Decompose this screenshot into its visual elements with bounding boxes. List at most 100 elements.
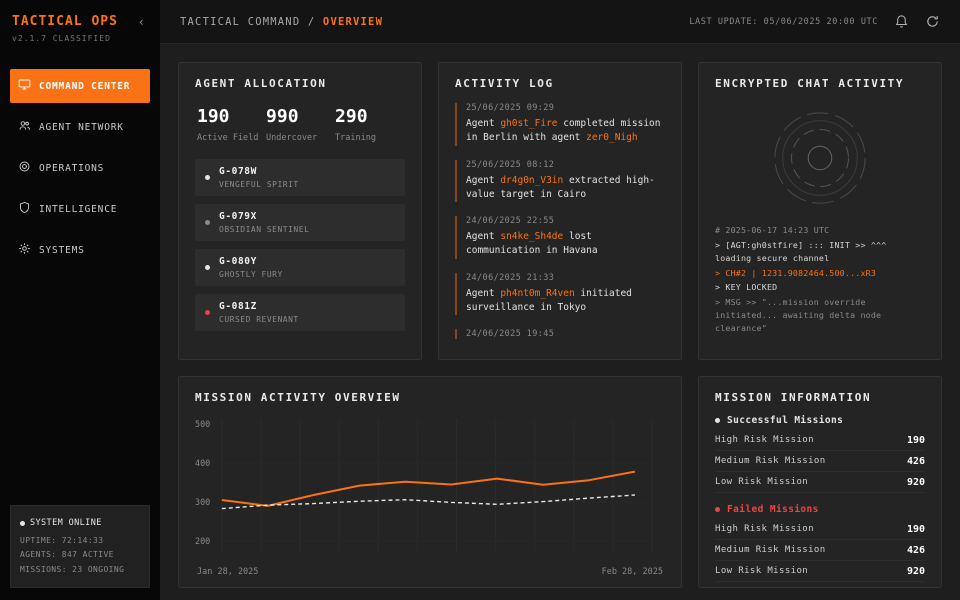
card-title: AGENT ALLOCATION <box>195 77 327 90</box>
dashboard-grid: AGENT ALLOCATION 190 Active Field 990 Un… <box>160 44 960 600</box>
line-chart: 500 400 300 200 Jan 28, 2025 Feb 28, 2025 <box>195 414 665 577</box>
log-timestamp: 24/06/2025 22:55 <box>466 216 555 226</box>
last-update-text: LAST UPDATE: 05/06/2025 20:00 UTC <box>689 16 878 27</box>
app-version: v2.1.7 CLASSIFIED <box>12 34 111 43</box>
x-axis-label-start: Jan 28, 2025 <box>197 567 259 577</box>
agent-handle: sn4ke_Sh4de <box>500 231 564 242</box>
activity-log-scroll-area[interactable]: 25/06/2025 09:29 Agent gh0st_Fire comple… <box>455 103 665 345</box>
log-entry: 24/06/2025 19:45 <box>455 329 665 339</box>
agent-list: G-078W VENGEFUL SPIRIT G-079X OBSIDIAN S… <box>195 158 405 331</box>
line-chart-canvas: 500 400 300 200 <box>195 419 653 551</box>
gear-icon <box>18 242 31 258</box>
success-dot <box>715 418 720 423</box>
mission-stat-row: Medium Risk Mission 426 <box>715 540 925 561</box>
status-online-dot <box>20 520 25 526</box>
agent-list-item[interactable]: G-079X OBSIDIAN SENTINEL <box>195 203 405 241</box>
log-entry: 24/06/2025 21:33 Agent ph4nt0m_R4ven ini… <box>455 272 665 315</box>
log-timestamp: 24/06/2025 19:45 <box>466 329 555 339</box>
sidebar-item-label: OPERATIONS <box>39 162 105 174</box>
sidebar-item-label: INTELLIGENCE <box>39 203 118 215</box>
users-icon <box>18 119 31 135</box>
terminal-feed: # 2025-06-17 14:23 UTC > [AGT:gh0stfire]… <box>715 224 925 335</box>
sidebar-item-command-center[interactable]: COMMAND CENTER <box>10 69 150 103</box>
agent-code: G-081Z <box>219 300 257 312</box>
svg-text:200: 200 <box>195 536 210 546</box>
status-uptime: UPTIME: 72:14:33 <box>20 535 104 545</box>
mission-stat-row: High Risk Mission 190 <box>715 430 925 451</box>
main-column: TACTICAL COMMAND / OVERVIEW LAST UPDATE:… <box>160 0 960 600</box>
agent-handle: gh0st_Fire <box>500 118 558 129</box>
sidebar-item-intelligence[interactable]: INTELLIGENCE <box>10 192 150 226</box>
app-title: TACTICAL OPS <box>12 14 118 29</box>
notifications-bell-icon[interactable] <box>894 14 909 29</box>
card-title: MISSION INFORMATION <box>715 391 872 404</box>
log-entry: 24/06/2025 22:55 Agent sn4ke_Sh4de lost … <box>455 216 665 259</box>
target-icon <box>18 160 31 176</box>
agent-list-item[interactable]: G-078W VENGEFUL SPIRIT <box>195 158 405 196</box>
breadcrumb: TACTICAL COMMAND / OVERVIEW <box>180 16 383 28</box>
terminal-line: > [AGT:gh0stfire] ::: INIT >> ^^^ loadin… <box>715 239 887 263</box>
stat-active-field-value: 190 <box>197 106 230 127</box>
sidebar-collapse-button[interactable]: ‹ <box>137 15 145 29</box>
agent-name: VENGEFUL SPIRIT <box>219 179 299 189</box>
log-timestamp: 24/06/2025 21:33 <box>466 272 555 283</box>
card-title: ACTIVITY LOG <box>455 77 554 90</box>
agent-status-dot <box>205 174 210 180</box>
agent-handle: zer0_Nigh <box>586 132 638 144</box>
breadcrumb-current: OVERVIEW <box>322 15 384 28</box>
card-title: MISSION ACTIVITY OVERVIEW <box>195 391 401 404</box>
terminal-line: > KEY LOCKED <box>715 282 778 293</box>
terminal-line: > CH#2 | 1231.9082464.500...xR3 <box>715 267 877 278</box>
breadcrumb-root[interactable]: TACTICAL COMMAND / <box>180 15 316 28</box>
refresh-icon[interactable] <box>925 14 940 29</box>
sidebar-item-agent-network[interactable]: AGENT NETWORK <box>10 110 150 144</box>
svg-text:400: 400 <box>195 458 210 468</box>
status-title: SYSTEM ONLINE <box>30 517 102 528</box>
mission-stat-row: Low Risk Mission 920 <box>715 472 925 493</box>
mission-activity-chart-card: MISSION ACTIVITY OVERVIEW 500 400 300 200 J… <box>178 376 682 588</box>
activity-log-card: ACTIVITY LOG 25/06/2025 09:29 Agent gh0s… <box>438 62 682 360</box>
agent-code: G-080Y <box>219 255 257 267</box>
agent-stats: 190 Active Field 990 Undercover 290 Trai… <box>197 106 403 145</box>
sidebar-item-label: COMMAND CENTER <box>39 80 131 92</box>
agent-allocation-card: AGENT ALLOCATION 190 Active Field 990 Un… <box>178 62 422 360</box>
svg-text:500: 500 <box>195 419 210 429</box>
stat-undercover-label: Undercover <box>266 133 318 143</box>
system-status-panel: SYSTEM ONLINE UPTIME: 72:14:33 AGENTS: 8… <box>10 504 150 588</box>
sidebar-item-operations[interactable]: OPERATIONS <box>10 151 150 185</box>
agent-name: GHOSTLY FURY <box>219 269 283 279</box>
stat-training-label: Training <box>335 133 376 143</box>
shield-icon <box>18 201 31 217</box>
mission-stat-row: High Risk Mission 190 <box>715 519 925 540</box>
terminal-line: # 2025-06-17 14:23 UTC <box>715 225 830 235</box>
radar-rings-graphic <box>715 104 925 212</box>
agent-name: CURSED REVENANT <box>219 314 299 324</box>
sidebar-nav: COMMAND CENTER AGENT NETWORK OPERATIONS … <box>10 69 150 274</box>
sidebar-item-systems[interactable]: SYSTEMS <box>10 233 150 267</box>
failed-dot <box>715 507 720 512</box>
sidebar-item-label: AGENT NETWORK <box>39 121 124 133</box>
log-timestamp: 25/06/2025 09:29 <box>466 103 555 113</box>
x-axis-label-end: Feb 28, 2025 <box>601 567 663 577</box>
sidebar-header: TACTICAL OPS v2.1.7 CLASSIFIED ‹ <box>10 14 150 43</box>
agent-name: OBSIDIAN SENTINEL <box>219 224 310 234</box>
sidebar-item-label: SYSTEMS <box>39 244 85 256</box>
sidebar: TACTICAL OPS v2.1.7 CLASSIFIED ‹ COMMAND… <box>0 0 160 600</box>
mission-stat-row: Medium Risk Mission 426 <box>715 451 925 472</box>
agent-code: G-078W <box>219 165 257 177</box>
card-title: ENCRYPTED CHAT ACTIVITY <box>715 77 905 90</box>
status-missions: MISSIONS: 23 ONGOING <box>20 564 125 574</box>
agent-status-dot <box>205 219 210 225</box>
svg-text:300: 300 <box>195 497 210 507</box>
agent-status-dot <box>205 309 210 315</box>
log-entry: 25/06/2025 08:12 Agent dr4g0n_V3in extra… <box>455 159 665 202</box>
agent-list-item[interactable]: G-080Y GHOSTLY FURY <box>195 248 405 286</box>
agent-status-dot <box>205 264 210 270</box>
agent-list-item[interactable]: G-081Z CURSED REVENANT <box>195 293 405 331</box>
agent-handle: ph4nt0m_R4ven <box>500 287 575 299</box>
stat-training-value: 290 <box>335 106 368 127</box>
top-bar: TACTICAL COMMAND / OVERVIEW LAST UPDATE:… <box>160 0 960 44</box>
log-entry: 25/06/2025 09:29 Agent gh0st_Fire comple… <box>455 103 665 146</box>
agent-handle: dr4g0n_V3in <box>500 174 564 186</box>
